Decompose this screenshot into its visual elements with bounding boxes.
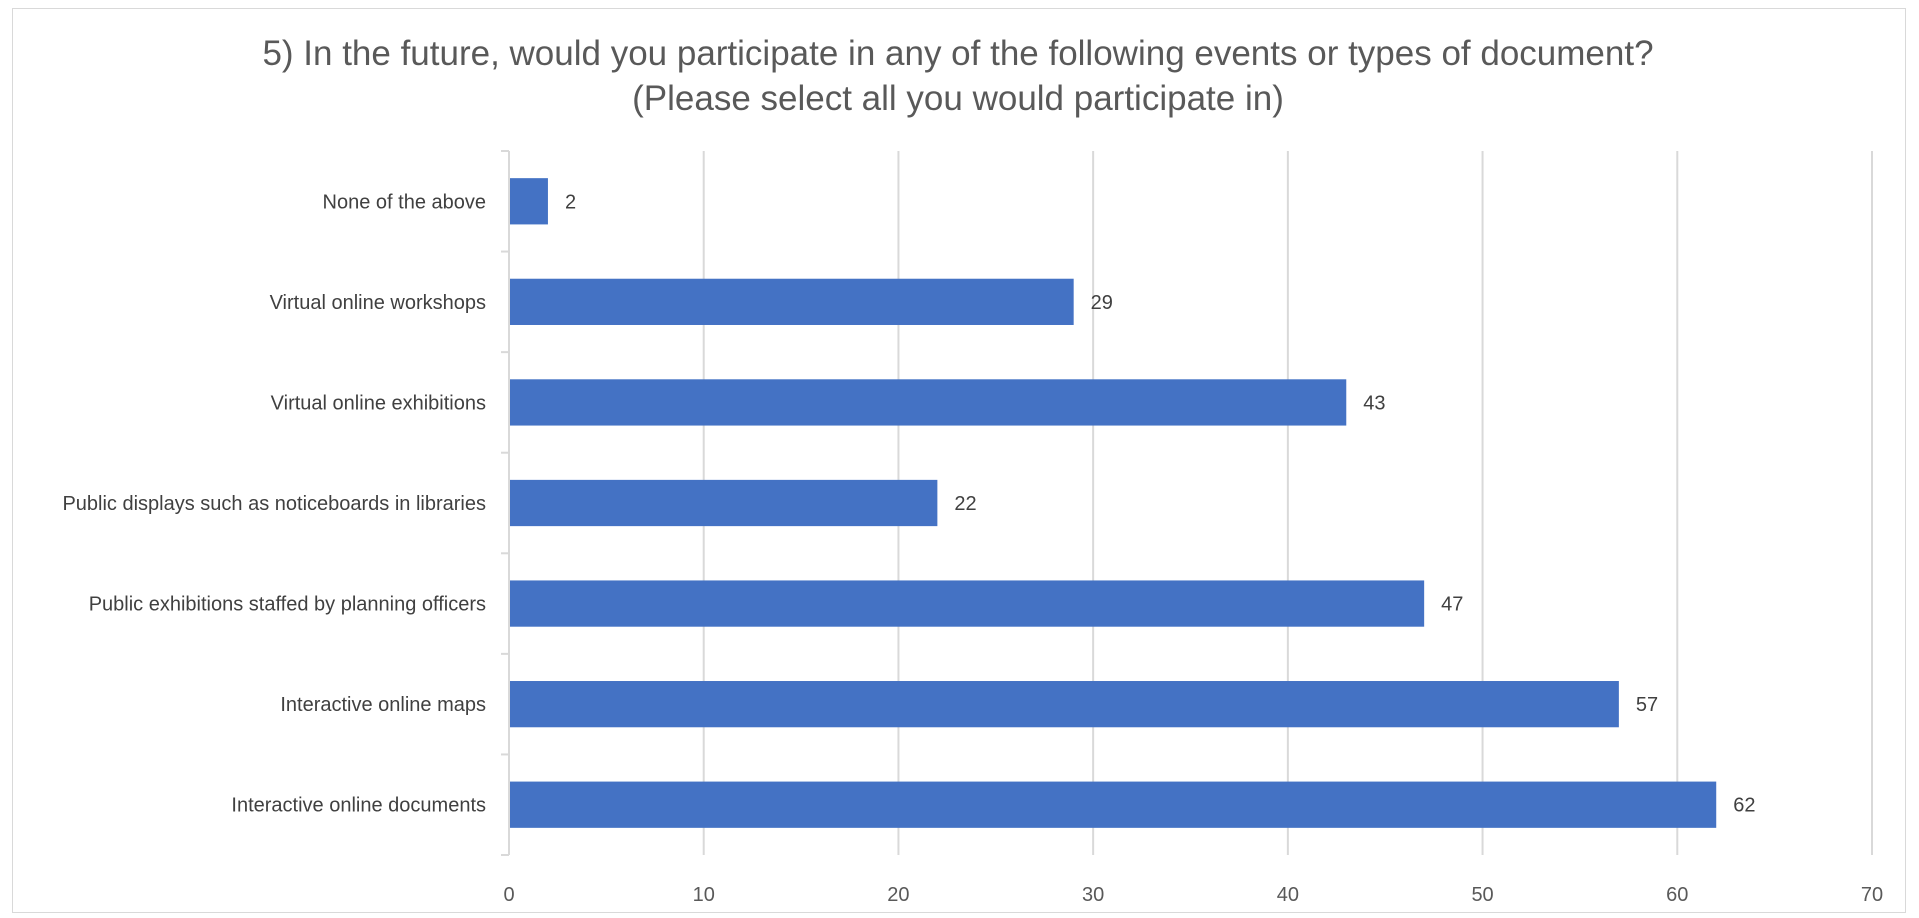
chart-title-line-2: (Please select all you would participate… bbox=[632, 79, 1284, 118]
category-labels: None of the above Virtual online workshop… bbox=[62, 191, 486, 816]
chart-title-line-1: 5) In the future, would you participate … bbox=[262, 34, 1653, 73]
x-tick-label-10: 10 bbox=[693, 884, 715, 906]
category-label-3: Virtual online exhibitions bbox=[271, 392, 486, 414]
bar-1 bbox=[510, 178, 548, 225]
bars bbox=[510, 178, 1717, 828]
x-tick-label-60: 60 bbox=[1666, 884, 1688, 906]
y-axis bbox=[501, 150, 510, 856]
chart-title: 5) In the future, would you participate … bbox=[262, 34, 1653, 118]
category-label-5: Public exhibitions staffed by planning o… bbox=[89, 594, 486, 616]
data-label-3: 43 bbox=[1363, 392, 1385, 414]
bar-7 bbox=[510, 781, 1717, 828]
gridlines bbox=[702, 151, 1873, 855]
data-label-4: 22 bbox=[954, 493, 976, 515]
category-label-4: Public displays such as noticeboards in … bbox=[62, 493, 486, 515]
x-tick-labels: 0 10 20 30 40 50 60 70 bbox=[503, 884, 1883, 906]
data-label-5: 47 bbox=[1441, 594, 1463, 616]
data-label-7: 62 bbox=[1733, 795, 1755, 817]
category-label-7: Interactive online documents bbox=[231, 795, 486, 817]
x-tick-label-40: 40 bbox=[1277, 884, 1299, 906]
bar-3 bbox=[510, 379, 1347, 426]
category-label-2: Virtual online workshops bbox=[270, 292, 486, 314]
data-labels: 2 29 43 22 47 57 62 bbox=[565, 191, 1756, 816]
data-label-1: 2 bbox=[565, 191, 576, 213]
x-tick-label-20: 20 bbox=[887, 884, 909, 906]
bar-4 bbox=[510, 479, 938, 527]
category-label-6: Interactive online maps bbox=[280, 694, 486, 716]
x-tick-label-50: 50 bbox=[1471, 884, 1493, 906]
data-label-6: 57 bbox=[1636, 694, 1658, 716]
bar-2 bbox=[510, 278, 1074, 325]
x-tick-label-30: 30 bbox=[1082, 884, 1104, 906]
bar-5 bbox=[510, 580, 1425, 627]
data-label-2: 29 bbox=[1091, 292, 1113, 314]
chart-frame bbox=[12, 8, 1906, 913]
x-tick-label-70: 70 bbox=[1861, 884, 1883, 906]
x-tick-label-0: 0 bbox=[503, 884, 514, 906]
category-label-1: None of the above bbox=[323, 191, 486, 213]
bar-6 bbox=[510, 681, 1619, 728]
